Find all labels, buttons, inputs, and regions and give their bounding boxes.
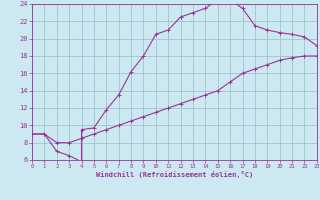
X-axis label: Windchill (Refroidissement éolien,°C): Windchill (Refroidissement éolien,°C) [96, 171, 253, 178]
